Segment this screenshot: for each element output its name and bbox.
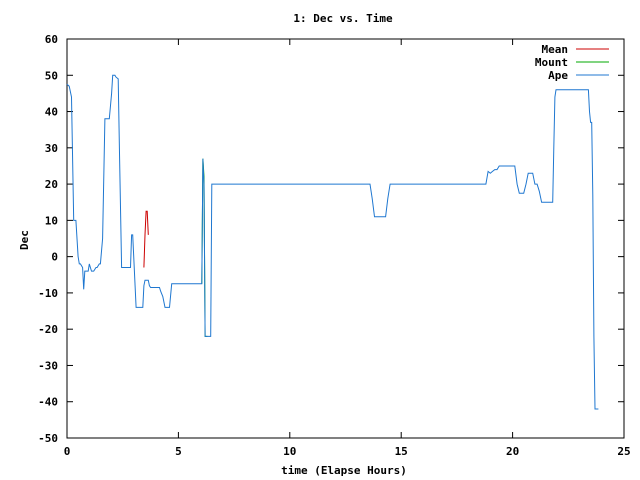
x-axis-label: time (Elapse Hours) (281, 464, 407, 477)
y-tick-label: -40 (38, 396, 58, 409)
x-tick-label: 10 (283, 445, 296, 458)
y-tick-label: -10 (38, 287, 58, 300)
x-tick-label: 25 (617, 445, 630, 458)
y-tick-label: 40 (45, 106, 58, 119)
y-tick-label: 50 (45, 69, 58, 82)
y-axis-label: Dec (18, 230, 31, 250)
plot-border (66, 38, 625, 439)
y-tick-label: 30 (45, 142, 58, 155)
y-tick-label: 20 (45, 178, 58, 191)
x-tick-label: 20 (506, 445, 519, 458)
series-lines (66, 74, 599, 410)
y-tick-label: -20 (38, 323, 58, 336)
y-tick-label: 60 (45, 33, 58, 46)
y-tick-label: -50 (38, 432, 58, 445)
x-tick-label: 5 (175, 445, 182, 458)
y-tick-label: -30 (38, 359, 58, 372)
legend-label-mount: Mount (535, 56, 568, 69)
axis-tick-labels: 0 5 10 15 20 25 -50 -40 -30 -20 -10 0 10 20 30 40 50 60 (38, 33, 631, 458)
legend-label-mean: Mean (542, 43, 569, 56)
axis-ticks (66, 38, 625, 439)
x-tick-label: 15 (395, 445, 408, 458)
x-tick-label: 0 (64, 445, 71, 458)
y-tick-label: 0 (51, 251, 58, 264)
series-line-mean (143, 210, 149, 268)
legend-label-ape: Ape (548, 69, 568, 82)
y-tick-label: 10 (45, 214, 58, 227)
chart-title: 1: Dec vs. Time (293, 12, 393, 25)
plot-frame (66, 38, 625, 439)
series-line-ape (66, 74, 599, 410)
